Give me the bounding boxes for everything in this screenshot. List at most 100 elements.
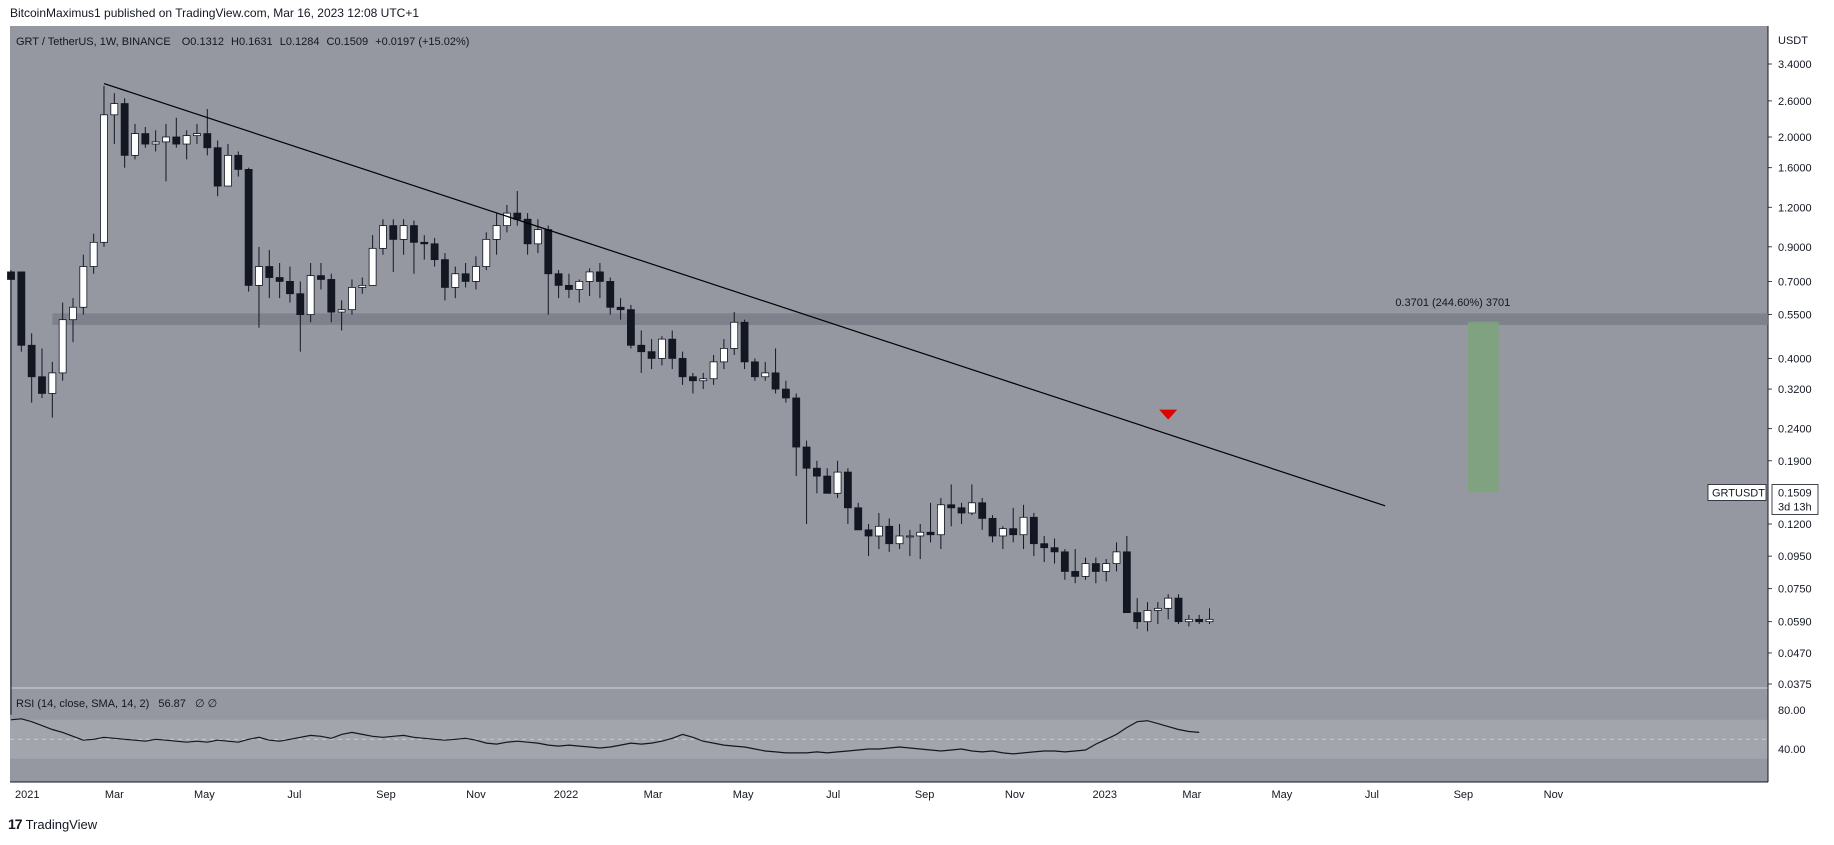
candle-body — [720, 348, 728, 363]
candle — [58, 302, 67, 381]
price-tick-label: 0.9000 — [1778, 242, 1812, 254]
target-box — [1467, 321, 1499, 493]
candle — [482, 232, 491, 271]
candle — [89, 233, 98, 274]
rsi-band — [10, 719, 1768, 759]
candle — [575, 279, 584, 303]
price-tick-label: 0.7000 — [1778, 276, 1812, 288]
candle-body — [585, 271, 594, 282]
candle — [461, 263, 470, 288]
candle-body — [461, 273, 470, 282]
candle-body — [978, 502, 987, 519]
candle — [1040, 535, 1049, 563]
candle-body — [565, 284, 573, 290]
candle — [627, 304, 635, 349]
price-tick-label: 2.0000 — [1778, 132, 1812, 144]
candle-body — [627, 309, 635, 346]
candle-body — [699, 378, 708, 382]
candle-body — [89, 241, 98, 267]
candle — [565, 273, 573, 299]
candle-body — [255, 266, 263, 286]
tradingview-logo-icon: 17 — [8, 816, 23, 832]
candle-body — [1060, 551, 1069, 572]
time-tick-label: Mar — [105, 789, 124, 801]
candle-body — [306, 275, 315, 315]
candle-body — [1133, 612, 1142, 623]
candle-body — [296, 293, 305, 315]
candle-body — [368, 247, 377, 286]
candle-body — [379, 225, 387, 249]
footer[interactable]: 17 TradingView — [8, 816, 97, 832]
price-tick-label: 0.1200 — [1778, 519, 1812, 531]
candle — [27, 333, 36, 403]
price-axis[interactable] — [1768, 26, 1834, 782]
candle-body — [647, 351, 656, 359]
candle-body — [895, 535, 904, 545]
candle — [492, 213, 501, 255]
candle — [1184, 614, 1193, 627]
candle-body — [575, 281, 584, 290]
candle — [730, 312, 739, 355]
time-tick-label: Jul — [287, 789, 301, 801]
open-value: 0.1312 — [190, 36, 224, 48]
candle — [306, 263, 315, 323]
high-value: 0.1631 — [239, 36, 273, 48]
price-tick-label: 1.2000 — [1778, 202, 1812, 214]
candle — [761, 361, 770, 381]
candle — [286, 266, 294, 303]
time-tick-label: Jul — [826, 789, 840, 801]
candle-body — [1081, 563, 1090, 577]
candle-body — [761, 372, 770, 378]
symbol-legend[interactable]: GRT / TetherUS, 1W, BINANCE O0.1312 H0.1… — [16, 36, 469, 48]
candle-body — [348, 287, 356, 311]
candle — [895, 523, 904, 550]
symbol-name: GRT / TetherUS, 1W, BINANCE — [16, 36, 171, 48]
candle-body — [193, 133, 201, 137]
candle — [420, 235, 429, 260]
candle-body — [658, 338, 666, 359]
candle — [224, 144, 232, 187]
candle-body — [1174, 597, 1183, 623]
candle-body — [69, 306, 77, 321]
candle — [69, 298, 77, 343]
candle — [296, 281, 305, 352]
time-tick-label: May — [733, 789, 754, 801]
time-axis[interactable] — [10, 782, 1768, 804]
candle-body — [957, 507, 966, 514]
rsi-legend[interactable]: RSI (14, close, SMA, 14, 2) 56.87 ∅ ∅ — [16, 698, 217, 710]
candle-body — [771, 372, 780, 390]
candle — [720, 339, 728, 370]
candle-body — [606, 281, 615, 308]
candle — [1050, 538, 1059, 564]
price-tick-label: 0.0750 — [1778, 584, 1812, 596]
candle — [244, 167, 253, 292]
candle — [172, 117, 181, 148]
candle-body — [1050, 547, 1059, 553]
candle — [740, 319, 749, 370]
candle-body — [482, 238, 491, 267]
candle — [637, 330, 646, 373]
candle — [534, 219, 542, 254]
candle-body — [472, 266, 480, 282]
candle-body — [1153, 607, 1162, 611]
candle-body — [451, 273, 460, 288]
rsi-tick-label: 40.00 — [1778, 744, 1806, 756]
time-tick-label: May — [1271, 789, 1292, 801]
candle-body — [1143, 610, 1152, 623]
time-tick-label: Jul — [1365, 789, 1379, 801]
candle-body — [843, 471, 852, 509]
candle — [874, 512, 883, 550]
time-tick-label: 2022 — [554, 789, 578, 801]
candle-body — [534, 229, 542, 245]
candle — [203, 109, 212, 156]
price-label-box[interactable]: GRTUSDT 0.1509 3d 13h — [1707, 484, 1819, 515]
price-tick-label: 0.0375 — [1778, 679, 1812, 691]
candle-body — [885, 525, 894, 545]
candle-body — [905, 535, 914, 538]
candle-body — [172, 136, 181, 145]
time-tick-label: Nov — [466, 789, 486, 801]
candle — [1071, 549, 1080, 584]
candle-body — [430, 243, 439, 261]
price-tick-label: 0.3200 — [1778, 384, 1812, 396]
